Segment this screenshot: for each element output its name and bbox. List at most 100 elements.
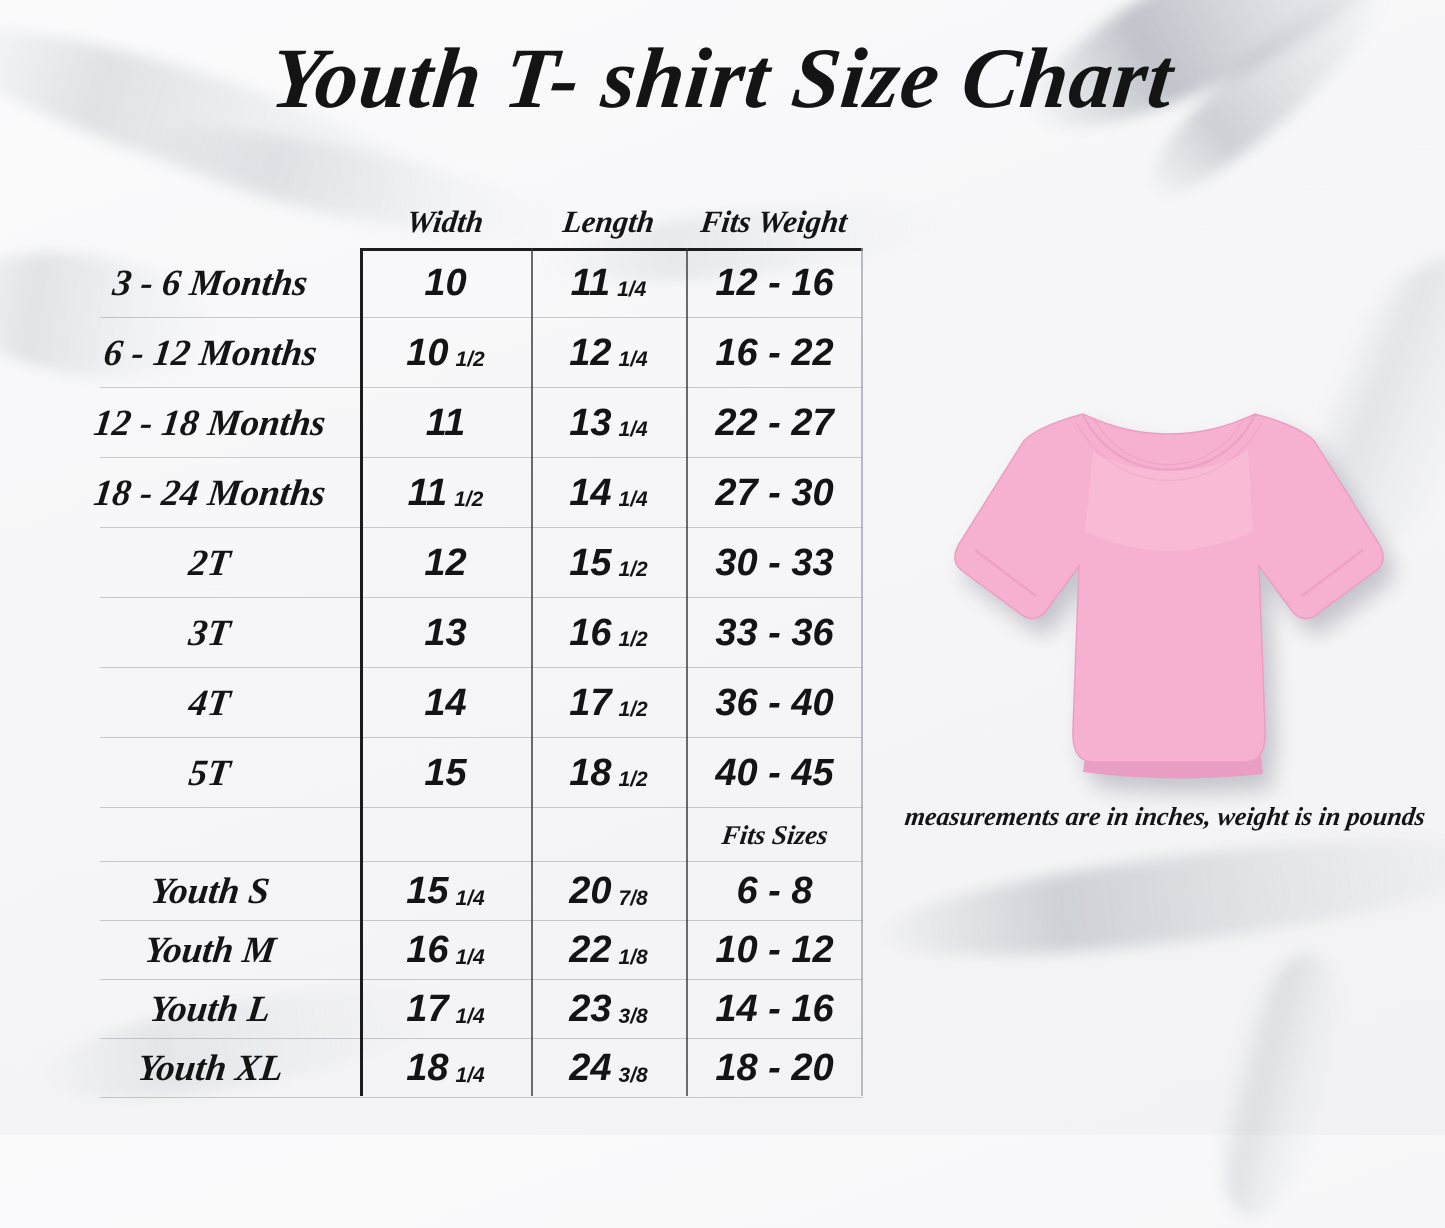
length-value: 15: [569, 541, 612, 584]
length-value: 11: [570, 261, 611, 304]
tshirt-highlight: [1085, 450, 1253, 551]
length-cell: 12 1/4: [531, 318, 686, 388]
fits-cell: 33 - 36: [686, 598, 863, 668]
table-row: 2T 12 15 1/2 30 - 33: [60, 528, 863, 598]
width-value: 14: [424, 681, 467, 724]
length-cell: [531, 808, 686, 862]
length-fraction: 3/8: [618, 1063, 648, 1087]
width-value: 15: [424, 751, 467, 794]
length-fraction: 1/2: [618, 768, 648, 791]
fits-value: 14 - 16: [715, 988, 834, 1030]
fits-cell: 27 - 30: [686, 458, 863, 528]
width-column-header: Width: [405, 204, 486, 239]
length-value: 18: [569, 751, 612, 794]
tshirt-collar-stitch: [1075, 421, 1263, 482]
table-header-row: Width Length Fits Weight: [60, 193, 863, 248]
width-cell: 17 1/4: [360, 980, 531, 1039]
length-value: 23: [569, 988, 612, 1030]
page-title: Youth T- shirt Size Chart: [266, 30, 1179, 126]
table-row: 3T 13 16 1/2 33 - 36: [60, 598, 863, 668]
size-label: Youth M: [142, 930, 278, 971]
size-table: Width Length Fits Weight 3 - 6 Months 10 1…: [60, 193, 863, 1098]
width-fraction: 1/2: [455, 348, 485, 371]
fits-cell: 36 - 40: [686, 668, 863, 738]
fits-value: 16 - 22: [715, 331, 834, 374]
length-cell: 14 1/4: [531, 458, 686, 528]
size-label-cell: 18 - 24 Months: [60, 458, 360, 528]
length-cell: 23 3/8: [531, 980, 686, 1039]
table-row: Youth S 15 1/4 20 7/8 6 - 8: [60, 862, 863, 921]
length-value: 16: [569, 611, 612, 654]
tshirt-image: [933, 382, 1405, 800]
fits-cell: 12 - 16: [686, 248, 863, 318]
width-cell: [360, 808, 531, 862]
size-label-cell: 3 - 6 Months: [60, 248, 360, 318]
size-label-cell: Youth S: [60, 862, 360, 921]
length-value: 20: [569, 870, 612, 912]
size-label-cell: 6 - 12 Months: [60, 318, 360, 388]
length-fraction: 1/4: [618, 348, 648, 371]
width-fraction: 1/4: [455, 945, 485, 969]
width-fraction: 1/4: [455, 886, 485, 910]
width-value: 17: [406, 988, 449, 1030]
length-fraction: 1/8: [618, 945, 648, 969]
table-row: 4T 14 17 1/2 36 - 40: [60, 668, 863, 738]
length-cell: 13 1/4: [531, 388, 686, 458]
length-fraction: 1/4: [618, 488, 648, 511]
width-cell: 10 1/2: [360, 318, 531, 388]
fits-cell: 40 - 45: [686, 738, 863, 808]
width-value: 11: [407, 471, 448, 514]
size-label-cell: 2T: [60, 528, 360, 598]
length-value: 22: [569, 929, 612, 971]
length-fraction: 1/4: [617, 278, 647, 301]
width-value: 12: [424, 541, 467, 584]
tshirt-body: [954, 413, 1384, 763]
length-value: 17: [569, 681, 612, 724]
length-value: 12: [569, 331, 612, 374]
fits-cell: 14 - 16: [686, 980, 863, 1039]
fits-value: 22 - 27: [715, 401, 834, 444]
table-row: 18 - 24 Months 11 1/2 14 1/4 27 - 30: [60, 458, 863, 528]
length-fraction: 1/2: [618, 628, 648, 651]
width-fraction: 1/2: [454, 488, 484, 511]
length-value: 24: [569, 1047, 612, 1089]
fits-cell: 16 - 22: [686, 318, 863, 388]
width-cell: 13: [360, 598, 531, 668]
tshirt-right-cuff: [1301, 549, 1364, 597]
tshirt-svg: [954, 413, 1384, 779]
length-fraction: 7/8: [618, 886, 648, 910]
size-label: 18 - 24 Months: [91, 472, 329, 514]
length-value: 13: [569, 401, 612, 444]
table-row: Youth L 17 1/4 23 3/8 14 - 16: [60, 980, 863, 1039]
length-cell: 24 3/8: [531, 1039, 686, 1098]
length-fraction: 1/4: [618, 418, 648, 441]
width-value: 10: [406, 331, 449, 374]
width-value: 11: [425, 401, 466, 444]
table-row: 3 - 6 Months 10 11 1/4 12 - 16: [60, 248, 863, 318]
table-row: 6 - 12 Months 10 1/2 12 1/4 16 - 22: [60, 318, 863, 388]
table-row: 5T 15 18 1/2 40 - 45: [60, 738, 863, 808]
size-label-cell: 4T: [60, 668, 360, 738]
width-cell: 18 1/4: [360, 1039, 531, 1098]
fits-value: 33 - 36: [715, 611, 834, 654]
width-value: 13: [424, 611, 467, 654]
header-empty-cell: [60, 240, 360, 248]
length-cell: 18 1/2: [531, 738, 686, 808]
tshirt-collar-inner-seam: [1093, 417, 1245, 466]
fits-value: 30 - 33: [715, 541, 834, 584]
size-label: 2T: [186, 542, 234, 584]
table-row: 12 - 18 Months 11 13 1/4 22 - 27: [60, 388, 863, 458]
width-fraction: 1/4: [455, 1063, 485, 1087]
width-value: 15: [406, 870, 449, 912]
width-cell: 10: [360, 248, 531, 318]
length-cell: 17 1/2: [531, 668, 686, 738]
size-label: 12 - 18 Months: [91, 402, 329, 444]
fits-value: 40 - 45: [715, 751, 834, 794]
size-label-cell: 3T: [60, 598, 360, 668]
length-cell: 11 1/4: [531, 248, 686, 318]
width-cell: 11 1/2: [360, 458, 531, 528]
tshirt-collar-outer-seam: [1081, 414, 1257, 471]
fits-value: 12 - 16: [715, 261, 834, 304]
size-label-cell: [60, 808, 360, 862]
header-length-cell: Length: [531, 204, 686, 248]
